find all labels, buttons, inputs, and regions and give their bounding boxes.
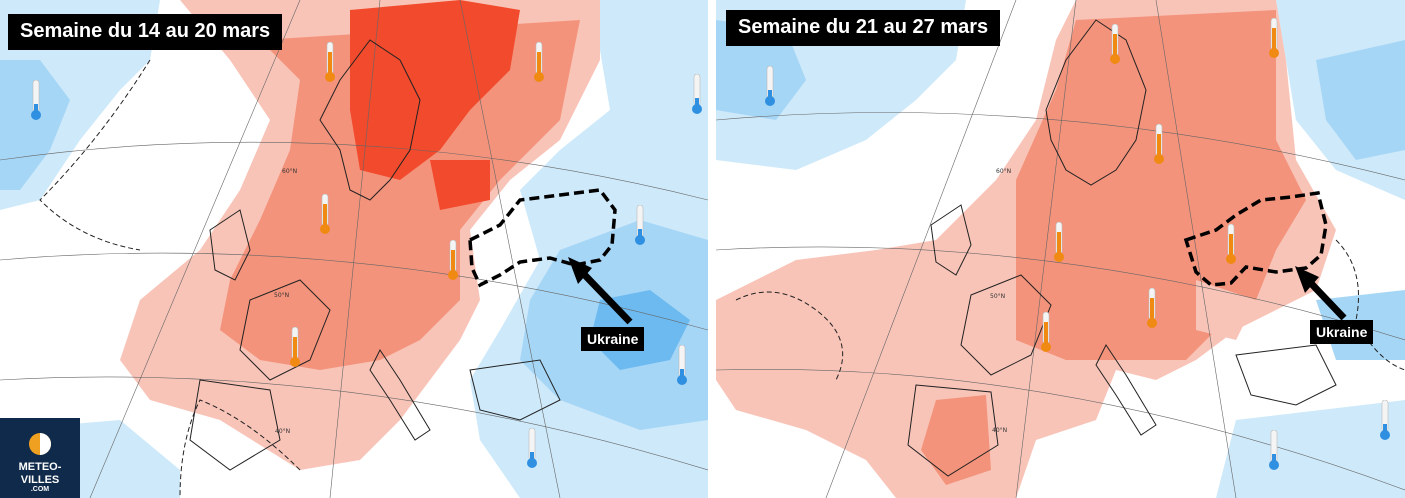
- lat-label-50-left: 50°N: [274, 292, 290, 299]
- coast-black-sea: [469, 359, 561, 421]
- logo-name: METEO- VILLES: [18, 461, 62, 486]
- lat-label-40-right: 40°N: [992, 427, 1008, 434]
- graticule-40: [716, 368, 1405, 491]
- sun-moon-icon: [29, 433, 51, 455]
- ukraine-label-left: Ukraine: [581, 327, 645, 351]
- ukraine-label-right: Ukraine: [1310, 320, 1374, 344]
- graticule-60: [0, 141, 708, 201]
- graticule-50: [716, 246, 1405, 341]
- contour-left-1: [39, 59, 151, 251]
- coast-france: [960, 274, 1052, 376]
- contour-left-2: [179, 399, 301, 498]
- thermometer-warm-icon: [1147, 288, 1157, 328]
- coast-black-sea: [1235, 344, 1337, 406]
- thermometer-cold-icon: [1380, 400, 1390, 440]
- arrow-icon: [1295, 266, 1347, 321]
- thermometer-warm-icon: [534, 42, 544, 82]
- contour-right-2: [1335, 239, 1405, 371]
- cold-area-northeast-core: [1316, 40, 1405, 160]
- coast-scandinavia: [1045, 19, 1147, 186]
- week-title-right: Semaine du 21 au 27 mars: [726, 10, 1001, 46]
- warm-area-core: [1016, 10, 1306, 360]
- thermometer-warm-icon: [1154, 124, 1164, 164]
- map-panel-week-14-20: Semaine du 14 au 20 mars Ukraine 60°N 50…: [0, 0, 708, 498]
- thermometer-warm-icon: [325, 42, 335, 82]
- thermometer-cold-icon: [527, 428, 537, 468]
- coast-italy: [1095, 344, 1157, 436]
- logo-domain: .COM: [30, 486, 50, 493]
- coast-british-isles: [930, 204, 972, 276]
- warm-area-iberia: [921, 395, 991, 485]
- lat-label-60-left: 60°N: [282, 168, 298, 175]
- arrow-icon: [568, 257, 633, 325]
- panel-separator: [708, 0, 716, 498]
- coast-british-isles: [209, 209, 251, 281]
- thermometer-warm-icon: [1269, 18, 1279, 58]
- thermometer-cold-icon: [1269, 430, 1279, 470]
- coast-iberia: [907, 384, 999, 477]
- anomaly-map-left: [0, 0, 708, 498]
- warm-area-baltic: [430, 160, 490, 210]
- meteo-villes-logo: METEO- VILLES .COM: [0, 418, 80, 498]
- graticule-40: [0, 376, 708, 471]
- lat-label-60-right: 60°N: [996, 168, 1012, 175]
- warm-area-scandinavia: [350, 0, 520, 180]
- lat-label-50-right: 50°N: [990, 293, 1006, 300]
- coast-france: [239, 279, 331, 381]
- coast-italy: [369, 349, 431, 441]
- thermometer-warm-icon: [448, 240, 458, 280]
- coast-iberia: [189, 379, 281, 471]
- thermometer-warm-icon: [1041, 312, 1051, 352]
- meridian-1: [825, 0, 1017, 498]
- thermometer-warm-icon: [320, 194, 330, 234]
- thermometer-cold-icon: [677, 345, 687, 385]
- coast-scandinavia: [319, 39, 421, 201]
- thermometer-warm-icon: [1226, 224, 1236, 264]
- warm-area-core: [220, 20, 580, 370]
- week-title-left: Semaine du 14 au 20 mars: [8, 14, 283, 50]
- thermometer-cold-icon: [692, 74, 702, 114]
- graticule-60: [716, 112, 1405, 181]
- contour-right-1: [735, 291, 844, 381]
- map-panel-week-21-27: Semaine du 21 au 27 mars Ukraine 60°N 50…: [716, 0, 1405, 498]
- meridian-2: [329, 0, 381, 498]
- thermometer-warm-icon: [1054, 222, 1064, 262]
- meridian-2: [1015, 0, 1077, 498]
- thermometer-cold-icon: [635, 205, 645, 245]
- thermometer-cold-icon: [31, 80, 41, 120]
- meridian-3: [1155, 0, 1237, 498]
- meridian-3: [459, 0, 561, 498]
- thermometer-warm-icon: [1110, 24, 1120, 64]
- thermometer-cold-icon: [765, 66, 775, 106]
- lat-label-40-left: 40°N: [275, 428, 291, 435]
- warm-area-carpathians: [1196, 280, 1256, 340]
- ukraine-outline: [1183, 191, 1328, 287]
- ukraine-outline: [468, 188, 617, 288]
- thermometer-warm-icon: [290, 327, 300, 367]
- meridian-1: [89, 0, 301, 498]
- graticule-50: [0, 252, 708, 331]
- cold-area-southeast: [1216, 400, 1405, 498]
